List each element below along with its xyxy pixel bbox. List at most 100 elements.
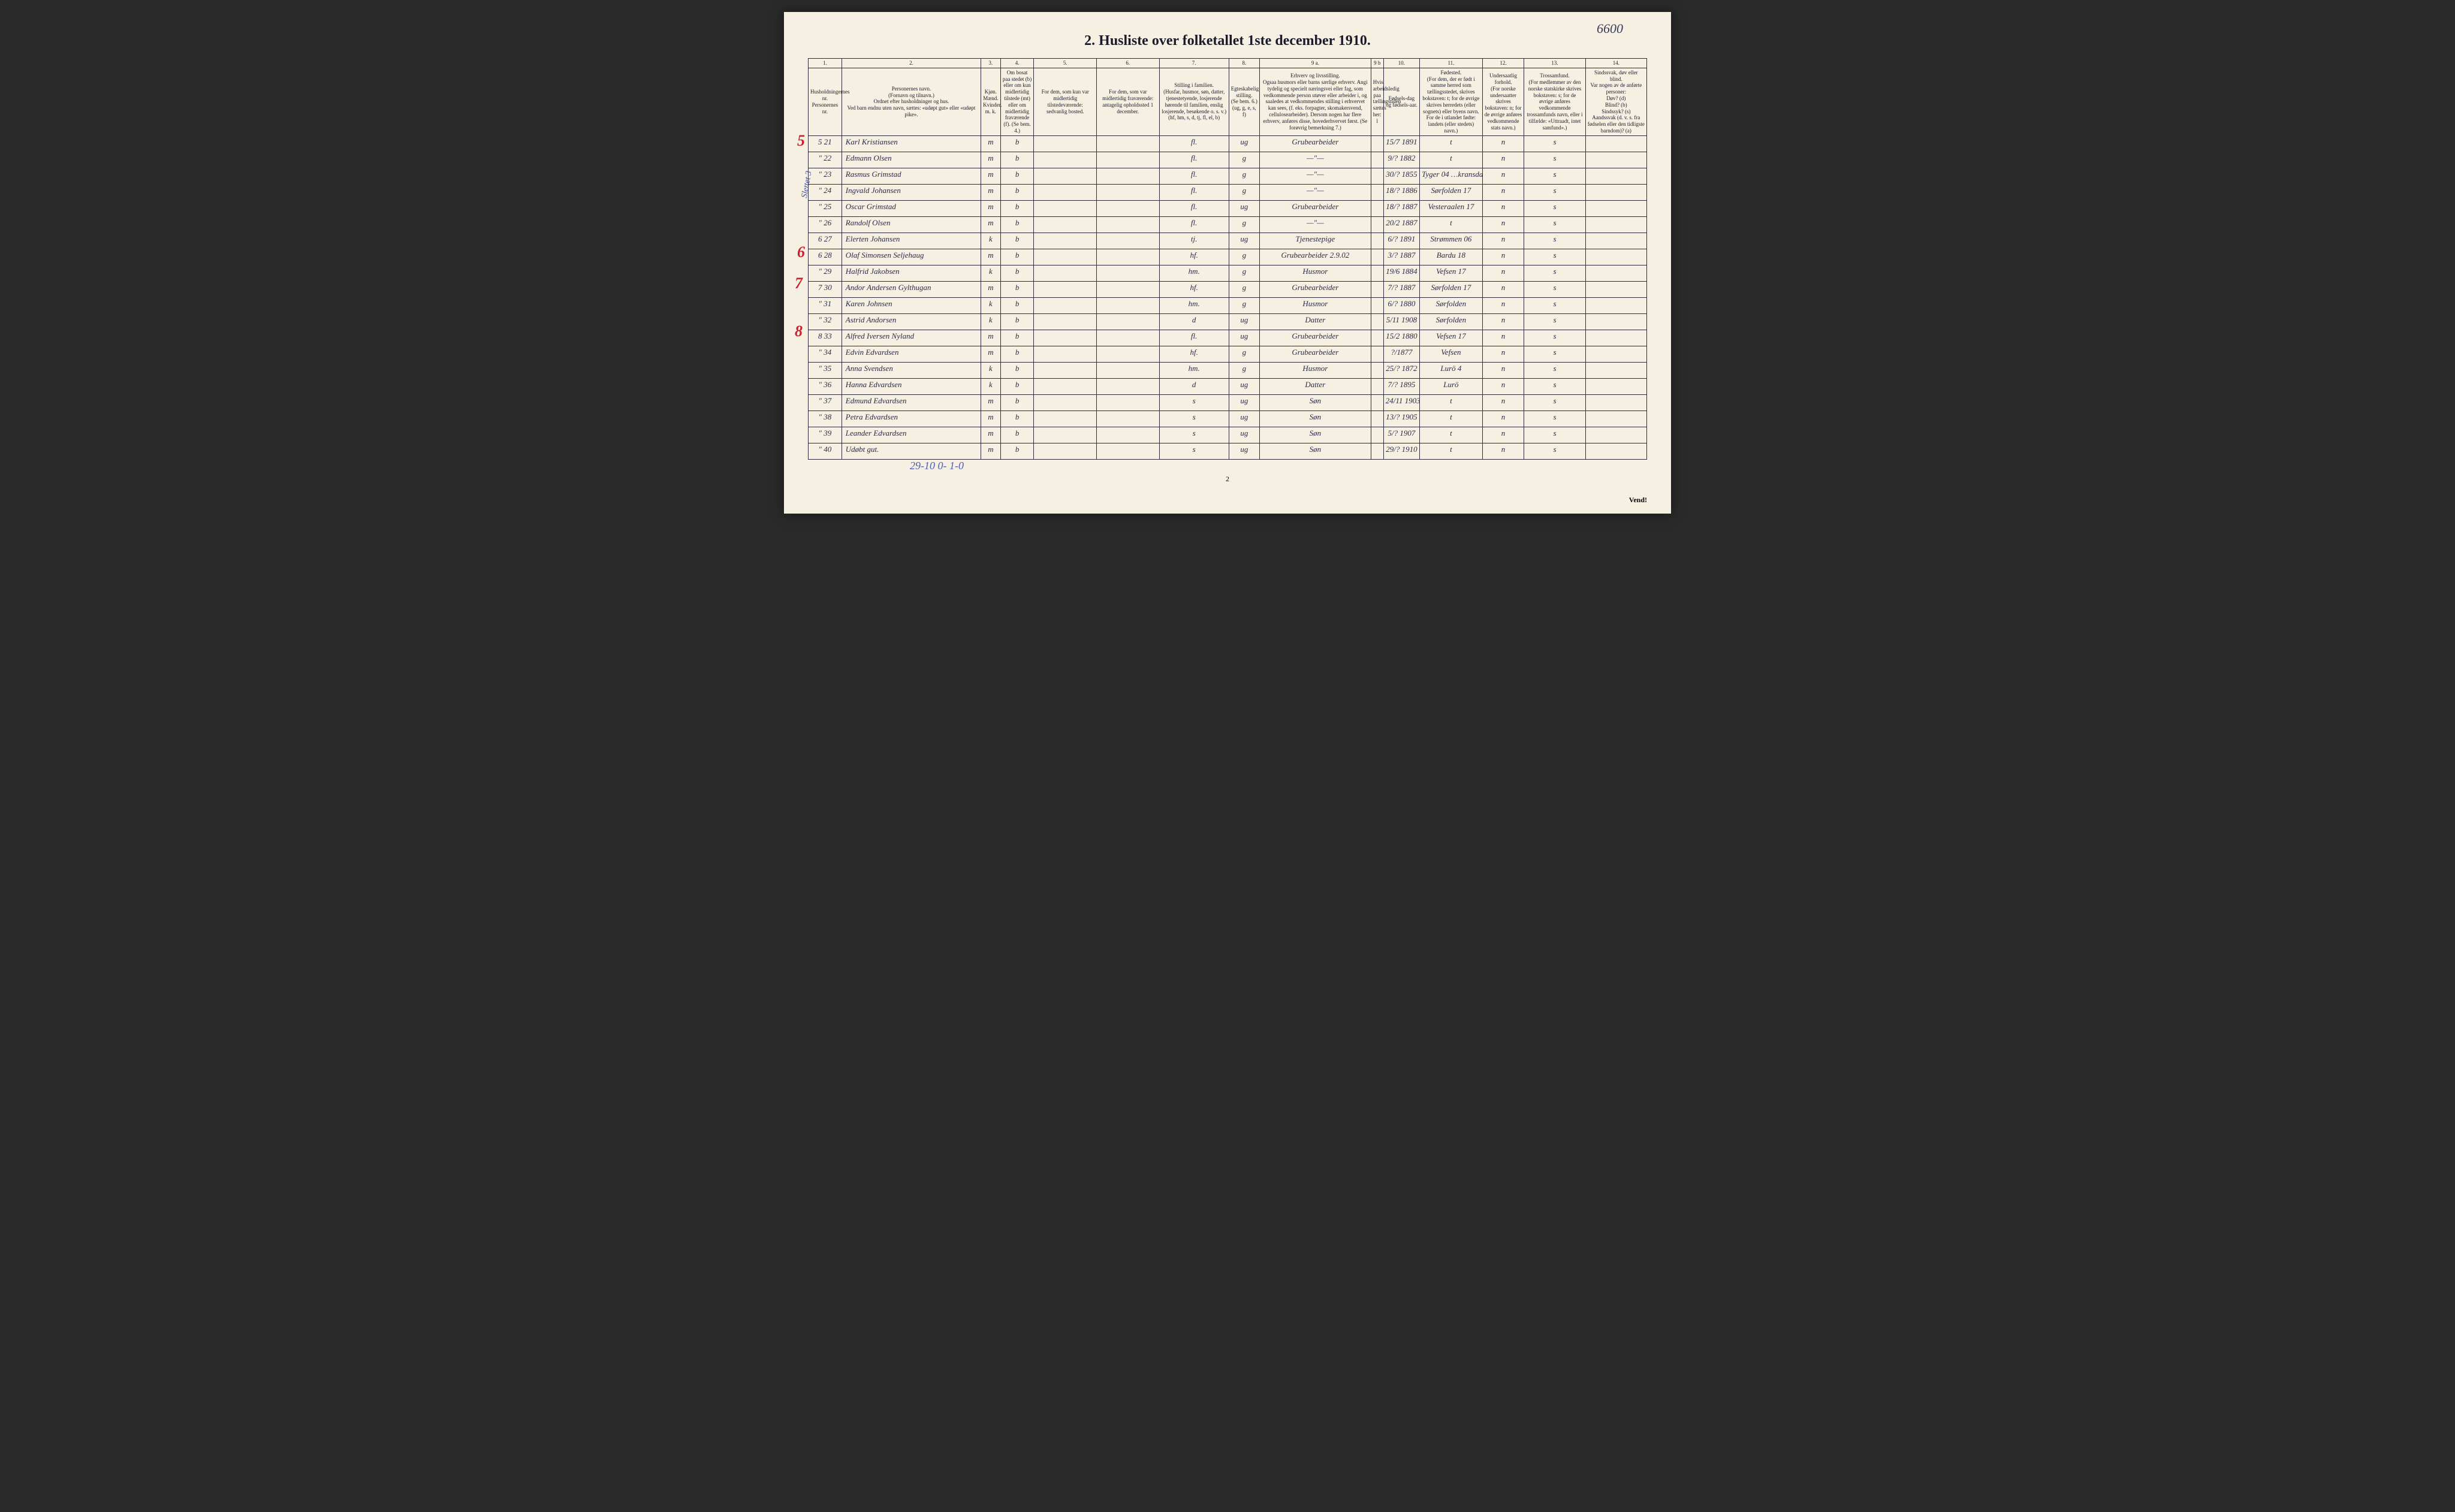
cell-c12: n (1482, 135, 1524, 152)
cell-c3: m (981, 184, 1001, 200)
cell-c11: Lurö (1420, 378, 1483, 394)
cell-c1: " 39 (809, 427, 842, 443)
table-row: " 29Halfrid Jakobsenkbhm.gHusmor19/6 188… (809, 265, 1647, 281)
cell-c1: " 24 (809, 184, 842, 200)
cell-c13: s (1524, 265, 1585, 281)
col-number: 9 a. (1259, 59, 1371, 68)
cell-c1: " 22 (809, 152, 842, 168)
cell-c13: s (1524, 281, 1585, 297)
cell-c4: b (1000, 135, 1034, 152)
cell-c13: s (1524, 330, 1585, 346)
cell-c7: fl. (1159, 330, 1229, 346)
cell-c3: m (981, 249, 1001, 265)
cell-c9: Husmor (1259, 297, 1371, 313)
cell-c13: s (1524, 168, 1585, 184)
table-row: " 40Udøbt gut.mbsugSøn29/? 1910tns (809, 443, 1647, 459)
cell-c8: ug (1229, 233, 1259, 249)
cell-c2: Ingvald Johansen (842, 184, 981, 200)
cell-c5 (1034, 330, 1097, 346)
cell-c5 (1034, 168, 1097, 184)
col-header: Husholdningernes nr. Personernes nr. (809, 68, 842, 135)
cell-c1: " 36 (809, 378, 842, 394)
cell-c5 (1034, 184, 1097, 200)
cell-c9b (1371, 378, 1383, 394)
col-number: 10. (1383, 59, 1419, 68)
cell-c2: Alfred Iversen Nyland (842, 330, 981, 346)
cell-c1: 6 28 (809, 249, 842, 265)
cell-c10: 18/? 1886 (1383, 184, 1419, 200)
cell-c14 (1585, 330, 1646, 346)
cell-c4: b (1000, 443, 1034, 459)
cell-c6 (1097, 443, 1160, 459)
cell-c9: Grubearbeider (1259, 346, 1371, 362)
cell-c5 (1034, 411, 1097, 427)
cell-c12: n (1482, 346, 1524, 362)
cell-c14 (1585, 200, 1646, 216)
cell-c2: Petra Edvardsen (842, 411, 981, 427)
cell-c9: Grubearbeider (1259, 135, 1371, 152)
census-table: 1.2.3.4.5.6.7.8.9 a.9 b10.11.12.13.14. H… (808, 58, 1647, 460)
cell-c9: Datter (1259, 313, 1371, 330)
cell-c11: t (1420, 427, 1483, 443)
cell-c12: n (1482, 378, 1524, 394)
cell-c7: fl. (1159, 152, 1229, 168)
col-number: 12. (1482, 59, 1524, 68)
cell-c14 (1585, 313, 1646, 330)
cell-c12: n (1482, 362, 1524, 378)
cell-c9b (1371, 346, 1383, 362)
table-row: " 38Petra EdvardsenmbsugSøn13/? 1905tns (809, 411, 1647, 427)
cell-c14 (1585, 427, 1646, 443)
cell-c14 (1585, 346, 1646, 362)
cell-c4: b (1000, 281, 1034, 297)
cell-c11: t (1420, 394, 1483, 411)
cell-c9b (1371, 249, 1383, 265)
cell-c3: m (981, 394, 1001, 411)
cell-c10: 7/? 1887 (1383, 281, 1419, 297)
cell-c4: b (1000, 411, 1034, 427)
col-header: Sindssvak, døv eller blind. Var nogen av… (1585, 68, 1646, 135)
cell-c1: 6 27 (809, 233, 842, 249)
cell-c14 (1585, 362, 1646, 378)
cell-c3: m (981, 281, 1001, 297)
cell-c6 (1097, 378, 1160, 394)
cell-c4: b (1000, 249, 1034, 265)
cell-c6 (1097, 411, 1160, 427)
cell-c4: b (1000, 216, 1034, 233)
cell-c12: n (1482, 313, 1524, 330)
col-number: 9 b (1371, 59, 1383, 68)
cell-c10: 24/11 1903 (1383, 394, 1419, 411)
cell-c9: Søn (1259, 394, 1371, 411)
cell-c13: s (1524, 297, 1585, 313)
cell-c9b (1371, 443, 1383, 459)
col-header: For dem, som var midlertidig fraværende:… (1097, 68, 1160, 135)
col-header: Kjøn. Mænd. Kvinder. m. k. (981, 68, 1001, 135)
cell-c11: Sørfolden 17 (1420, 281, 1483, 297)
cell-c1: " 40 (809, 443, 842, 459)
cell-c6 (1097, 184, 1160, 200)
table-row: " 37Edmund EdvardsenmbsugSøn24/11 1903tn… (809, 394, 1647, 411)
cell-c13: s (1524, 313, 1585, 330)
cell-c3: m (981, 330, 1001, 346)
cell-c5 (1034, 281, 1097, 297)
cell-c10: 7/? 1895 (1383, 378, 1419, 394)
cell-c9: Søn (1259, 427, 1371, 443)
col-number: 4. (1000, 59, 1034, 68)
cell-c5 (1034, 265, 1097, 281)
col-number: 2. (842, 59, 981, 68)
cell-c9b (1371, 394, 1383, 411)
cell-c5 (1034, 346, 1097, 362)
cell-c8: ug (1229, 330, 1259, 346)
cell-c7: fl. (1159, 200, 1229, 216)
cell-c6 (1097, 216, 1160, 233)
cell-c8: ug (1229, 411, 1259, 427)
table-row: " 35Anna Svendsenkbhm.gHusmor25/? 1872Lu… (809, 362, 1647, 378)
col-number: 3. (981, 59, 1001, 68)
cell-c5 (1034, 233, 1097, 249)
col-number: 1. (809, 59, 842, 68)
cell-c8: g (1229, 281, 1259, 297)
cell-c11: Vefsen 17 (1420, 330, 1483, 346)
cell-c1: " 25 (809, 200, 842, 216)
cell-c2: Karen Johnsen (842, 297, 981, 313)
cell-c2: Edmann Olsen (842, 152, 981, 168)
cell-c7: fl. (1159, 168, 1229, 184)
